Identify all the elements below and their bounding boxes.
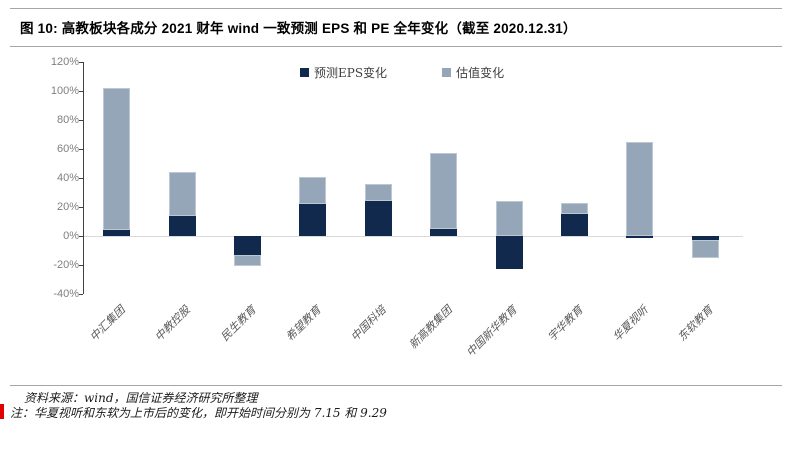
y-axis-tick-label: -20% [53, 259, 79, 271]
footer-divider [10, 385, 782, 386]
y-axis-tick-mark [79, 120, 83, 121]
y-axis-tick-label: 120% [50, 56, 79, 68]
bar-segment-valuation [103, 88, 131, 231]
y-axis-tick-label: 80% [56, 114, 79, 126]
x-category-label: 中国新华教育 [463, 303, 520, 360]
bar-segment-valuation [364, 183, 392, 202]
y-axis-tick-label: -40% [53, 288, 79, 300]
y-axis-tick-mark [79, 294, 83, 295]
bar-segment-eps [561, 214, 588, 236]
bar-segment-eps [103, 230, 131, 236]
x-category-label: 东软教育 [675, 303, 716, 344]
title-divider [10, 46, 782, 47]
y-axis-tick-mark [79, 236, 83, 237]
y-axis-tick-label: 0% [63, 230, 79, 242]
bar-segment-valuation [430, 153, 458, 229]
bar-segment-eps [430, 228, 458, 236]
y-axis-tick-label: 20% [56, 201, 79, 213]
legend-label-valuation: 估值变化 [456, 66, 505, 80]
bar-segment-eps [168, 215, 196, 236]
top-divider [10, 8, 782, 9]
x-category-label: 宇华教育 [544, 303, 586, 344]
y-axis-tick-label: 40% [56, 172, 79, 184]
bar-segment-valuation [561, 202, 588, 215]
bar-segment-valuation [626, 141, 654, 236]
red-margin-mark [0, 404, 4, 419]
y-axis-tick-mark [79, 149, 83, 150]
bar-segment-eps [691, 236, 719, 241]
eps-legend-swatch-icon [300, 68, 309, 77]
valuation-legend-swatch-icon [442, 68, 452, 77]
source-line: 资料来源：wind，国信证券经济研究所整理 [24, 391, 258, 405]
y-axis-tick-mark [79, 265, 83, 266]
note-line: 注：华夏视听和东软为上市后的变化，即开始时间分别为 7.15 和 9.29 [10, 406, 387, 420]
bar-segment-eps [299, 204, 327, 236]
legend-label-eps: 预测EPS变化 [314, 66, 388, 80]
bar-segment-eps [495, 236, 523, 270]
zero-baseline [84, 236, 743, 237]
bar-segment-eps [364, 201, 392, 236]
x-category-label: 华夏视听 [610, 303, 651, 344]
bar-segment-valuation [168, 172, 196, 216]
legend-item-eps: 预测EPS变化 [300, 64, 387, 81]
y-axis-tick-label: 60% [56, 143, 79, 155]
y-axis-line [83, 62, 84, 294]
x-category-label: 中国科培 [348, 303, 389, 344]
y-axis-tick-mark [79, 207, 83, 208]
y-axis-tick-mark [79, 91, 83, 92]
y-axis-tick-label: 100% [50, 85, 79, 97]
y-axis-tick-mark [79, 62, 83, 63]
legend-item-valuation: 估值变化 [442, 64, 504, 81]
figure-title: 图 10: 高教板块各成分 2021 财年 wind 一致预测 EPS 和 PE… [20, 21, 577, 36]
bar-segment-valuation [495, 201, 523, 236]
bar-segment-eps [626, 236, 654, 238]
bar-segment-valuation [299, 176, 327, 205]
bar-segment-valuation [691, 240, 719, 258]
chart-legend: 预测EPS变化 估值变化 [300, 64, 504, 81]
bar-segment-valuation [234, 254, 261, 267]
x-category-label: 新高教集团 [406, 303, 455, 352]
bar-segment-eps [234, 236, 261, 255]
y-axis-tick-mark [79, 178, 83, 179]
